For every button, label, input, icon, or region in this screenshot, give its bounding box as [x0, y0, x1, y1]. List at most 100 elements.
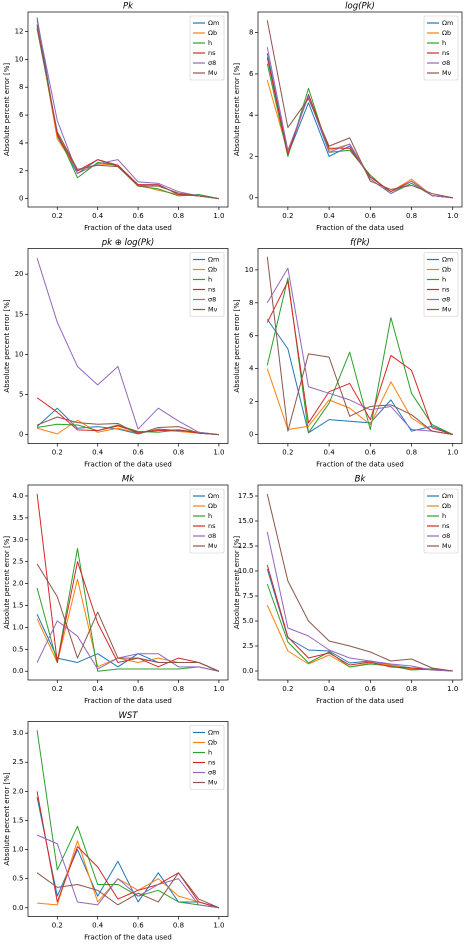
- series-line: [266, 531, 453, 672]
- y-tick-label: 10: [245, 266, 254, 274]
- series-line: [266, 564, 453, 672]
- legend-label: σ8: [208, 296, 216, 304]
- legend-label: σ8: [208, 769, 216, 777]
- legend-label: σ8: [442, 296, 450, 304]
- x-tick-label: 0.2: [52, 685, 63, 693]
- x-tick-label: 0.2: [282, 212, 293, 220]
- chart-title: pk ⊕ log(Pk): [101, 238, 154, 248]
- y-tick-label: 10: [15, 55, 24, 63]
- x-tick-label: 1.0: [447, 212, 458, 220]
- series-line: [266, 368, 453, 435]
- x-tick-label: 0.6: [133, 212, 145, 220]
- legend-box: [423, 15, 459, 81]
- x-tick-label: 0.6: [365, 449, 377, 457]
- y-tick-label: 1.5: [12, 602, 23, 610]
- series-line: [266, 267, 453, 435]
- y-tick-label: 12.5: [238, 542, 254, 550]
- y-axis-label: Absolute percent error [%]: [3, 772, 11, 865]
- legend-label: σ8: [442, 532, 450, 540]
- subplot: f(Pk) Fraction of the data used Absolute p…: [233, 238, 463, 469]
- x-axis-label: Fraction of the data used: [84, 461, 172, 469]
- x-tick-label: 1.0: [213, 685, 224, 693]
- y-tick-label: 0: [249, 194, 253, 202]
- y-tick-label: 6: [19, 111, 24, 119]
- subplot: Pk Fraction of the data used Absolute perc…: [3, 2, 229, 232]
- x-tick-label: 1.0: [213, 212, 224, 220]
- subplot: WST Fraction of the data used Absolute per…: [3, 711, 229, 942]
- chart-title: Mk: [122, 475, 135, 485]
- y-tick-label: 8: [249, 299, 253, 307]
- y-tick-label: 0.0: [12, 667, 23, 675]
- x-tick-label: 0.6: [365, 685, 377, 693]
- x-tick-label: 0.4: [324, 212, 336, 220]
- legend-label: Ωm: [442, 19, 453, 27]
- y-tick-label: 5.0: [242, 617, 253, 625]
- y-tick-label: 8: [249, 29, 253, 37]
- subplot: Mk Fraction of the data used Absolute perc…: [3, 475, 229, 705]
- subplot: Bk Fraction of the data used Absolute perc…: [233, 475, 463, 705]
- y-tick-label: 0.0: [242, 667, 253, 675]
- x-tick-label: 0.8: [173, 685, 184, 693]
- legend-label: ns: [442, 286, 450, 294]
- chart-title: Bk: [355, 475, 367, 485]
- legend-label: Ωm: [442, 492, 453, 500]
- legend-label: Mν: [442, 542, 452, 550]
- y-tick-label: 10.0: [238, 567, 254, 575]
- y-tick-label: 2.0: [12, 580, 23, 588]
- y-tick-label: 0: [249, 430, 253, 438]
- series-line: [266, 20, 453, 199]
- y-tick-label: 0.0: [12, 904, 23, 912]
- legend-label: Mν: [208, 306, 218, 314]
- y-tick-label: 3.5: [12, 514, 23, 522]
- legend-label: Mν: [208, 542, 218, 550]
- x-tick-label: 0.2: [52, 212, 63, 220]
- y-tick-label: 1.5: [12, 816, 23, 824]
- legend-label: Ωb: [208, 266, 217, 274]
- x-tick-label: 0.8: [173, 922, 184, 930]
- legend-label: h: [208, 276, 212, 284]
- y-tick-label: 17.5: [238, 492, 254, 500]
- y-tick-label: 2: [249, 398, 253, 406]
- y-tick-label: 20: [15, 270, 24, 278]
- series-line: [266, 256, 453, 435]
- x-tick-label: 0.4: [92, 685, 104, 693]
- y-tick-label: 2.5: [242, 642, 253, 650]
- x-tick-label: 1.0: [447, 449, 458, 457]
- x-axis-label: Fraction of the data used: [316, 697, 404, 705]
- legend-label: σ8: [442, 59, 450, 67]
- chart-title: f(Pk): [350, 238, 370, 248]
- y-tick-label: 3.0: [12, 536, 23, 544]
- legend-label: ns: [208, 759, 216, 767]
- legend-box: [423, 488, 459, 554]
- x-tick-label: 0.6: [365, 212, 377, 220]
- series-line: [266, 46, 453, 199]
- x-tick-label: 1.0: [213, 449, 224, 457]
- legend-label: ns: [442, 522, 450, 530]
- legend-label: Ωb: [208, 739, 217, 747]
- y-axis-label: Absolute percent error [%]: [233, 63, 241, 156]
- legend-label: Ωm: [442, 256, 453, 264]
- y-tick-label: 8: [19, 83, 23, 91]
- x-tick-label: 0.2: [52, 449, 63, 457]
- y-tick-label: 6: [249, 332, 254, 340]
- y-tick-label: 6: [249, 70, 254, 78]
- x-axis-label: Fraction of the data used: [84, 224, 172, 232]
- x-tick-label: 0.6: [133, 685, 145, 693]
- series-line: [36, 493, 220, 672]
- legend-label: ns: [208, 49, 216, 57]
- legend-label: Ωb: [442, 29, 451, 37]
- subplot: log(Pk) Fraction of the data used Absolute…: [233, 2, 463, 232]
- series-line: [36, 20, 219, 200]
- series-line: [36, 834, 219, 909]
- x-tick-label: 0.2: [282, 449, 293, 457]
- x-tick-label: 0.4: [92, 922, 104, 930]
- x-tick-label: 0.2: [282, 685, 293, 693]
- legend-box: [189, 725, 225, 790]
- series-line: [36, 730, 219, 909]
- y-axis-label: Absolute percent error [%]: [233, 299, 241, 392]
- legend-label: Mν: [442, 69, 452, 77]
- y-tick-label: 0.5: [12, 645, 23, 653]
- legend-label: σ8: [208, 532, 216, 540]
- legend-label: Ωb: [442, 502, 451, 510]
